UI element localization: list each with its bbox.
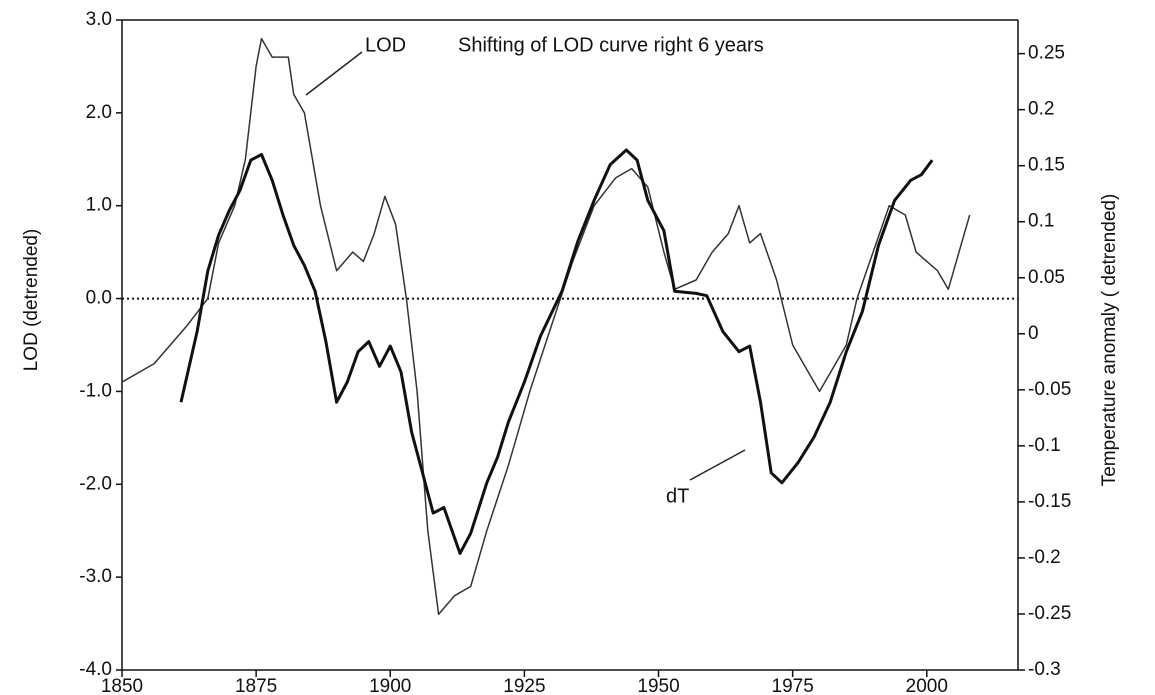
y2-tick-label: 0.1 xyxy=(1028,211,1054,232)
x-tick-label: 1950 xyxy=(637,676,679,695)
series-line xyxy=(121,37,971,616)
y2-tick-label: 0.25 xyxy=(1028,43,1065,64)
y-tick-label: -1.0 xyxy=(79,380,112,401)
y2-tick-label: -0.2 xyxy=(1028,547,1061,568)
y2-tick-label: -0.1 xyxy=(1028,435,1061,456)
y2-tick-label: 0.05 xyxy=(1028,267,1065,288)
y-axis-label: LOD (detrended) xyxy=(21,229,42,372)
dt-leader xyxy=(689,449,746,481)
dt-annotation: dT xyxy=(666,485,689,507)
y-tick-label: -3.0 xyxy=(79,566,112,587)
x-tick-label: 1925 xyxy=(503,676,545,695)
y2-axis-label: Temperature anomaly ( detrended) xyxy=(1099,194,1120,487)
y-tick-label: 3.0 xyxy=(86,9,112,30)
y-tick-label: -4.0 xyxy=(79,659,112,680)
y-tick-label: 1.0 xyxy=(86,195,112,216)
y-tick-label: -2.0 xyxy=(79,473,112,494)
x-tick-label: 1975 xyxy=(772,676,814,695)
lod-leader xyxy=(305,51,363,96)
lod-annotation: LOD xyxy=(365,34,406,56)
y2-tick-label: 0.2 xyxy=(1028,99,1054,120)
shift-annotation: Shifting of LOD curve right 6 years xyxy=(458,34,764,56)
y-tick-label: 0.0 xyxy=(86,288,112,309)
y2-tick-label: 0 xyxy=(1028,323,1039,344)
x-tick-label: 2000 xyxy=(906,676,948,695)
x-tick-label: 1850 xyxy=(101,676,143,695)
y2-tick-label: -0.3 xyxy=(1028,659,1061,680)
series-line xyxy=(179,148,934,555)
y2-tick-label: -0.15 xyxy=(1028,491,1071,512)
y-tick-label: 2.0 xyxy=(86,102,112,123)
x-tick-label: 1900 xyxy=(369,676,411,695)
y2-tick-label: 0.15 xyxy=(1028,155,1065,176)
x-tick-label: 1875 xyxy=(235,676,277,695)
y2-tick-label: -0.05 xyxy=(1028,379,1071,400)
y2-tick-label: -0.25 xyxy=(1028,603,1071,624)
